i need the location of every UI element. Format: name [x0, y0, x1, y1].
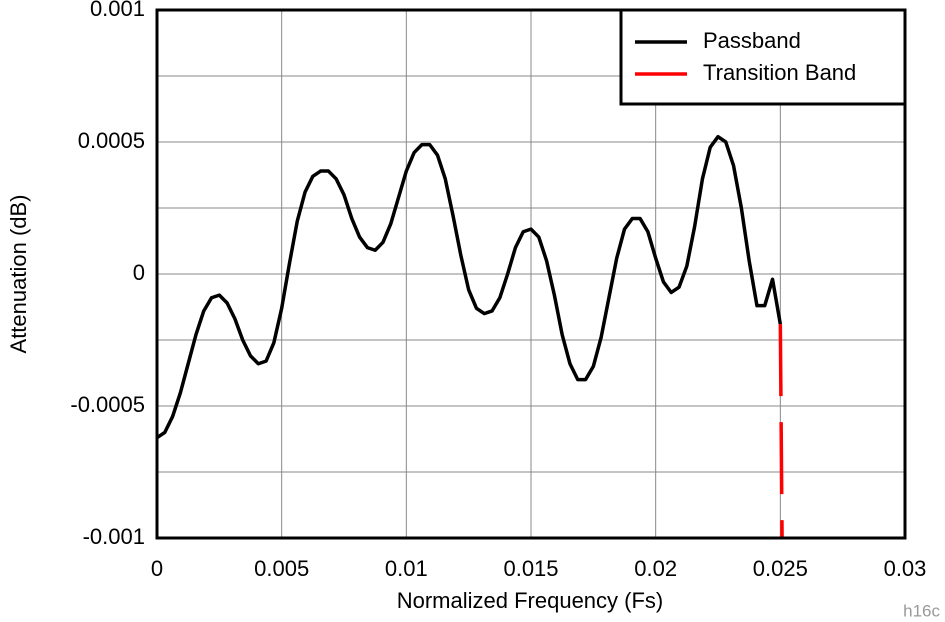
x-tick-label: 0.025 [753, 556, 808, 581]
y-tick-label: 0.0005 [78, 128, 145, 153]
y-tick-label: -0.0005 [70, 392, 145, 417]
x-tick-label: 0.03 [884, 556, 927, 581]
x-tick-label: 0.015 [503, 556, 558, 581]
legend-label: Passband [703, 28, 801, 53]
x-tick-label: 0.005 [254, 556, 309, 581]
x-tick-label: 0.02 [634, 556, 677, 581]
plot-frame [155, 8, 907, 540]
y-tick-label: -0.001 [83, 524, 145, 549]
x-axis-title: Normalized Frequency (Fs) [397, 588, 664, 613]
y-axis-title: Attenuation (dB) [6, 195, 31, 354]
y-tick-label: 0.001 [90, 0, 145, 21]
legend-label: Transition Band [703, 60, 856, 85]
legend-box [619, 8, 907, 106]
series-line [778, 324, 784, 539]
y-tick-label: 0 [133, 260, 145, 285]
x-tick-label: 0 [151, 556, 163, 581]
footnote: h16c [903, 601, 940, 620]
series-line [156, 134, 783, 440]
x-tick-label: 0.01 [385, 556, 428, 581]
